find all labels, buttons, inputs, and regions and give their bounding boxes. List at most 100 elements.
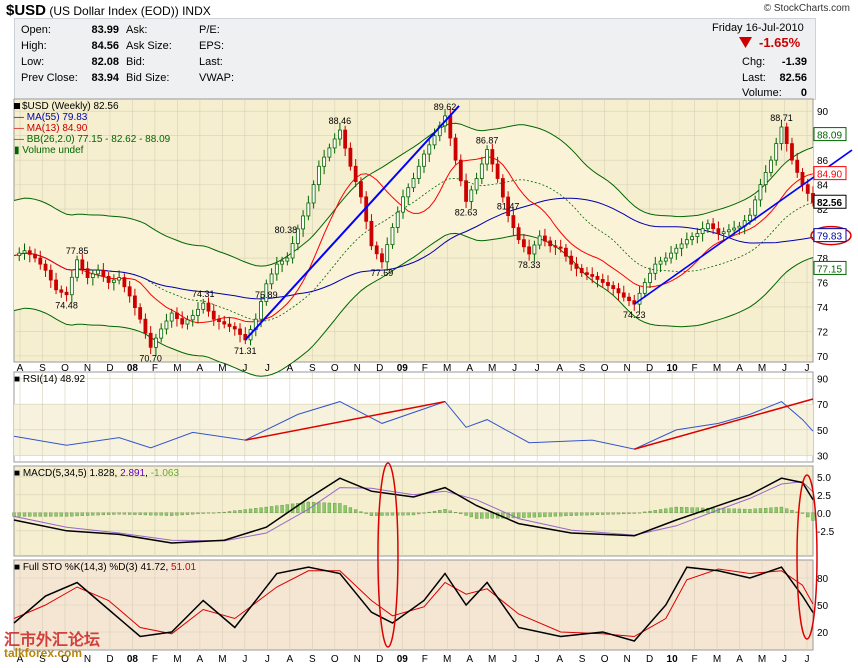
candle-body bbox=[359, 181, 363, 198]
candle-body bbox=[332, 138, 337, 149]
candle-body bbox=[674, 247, 679, 254]
macd-histogram-bar bbox=[133, 512, 137, 515]
candle-body bbox=[585, 272, 589, 275]
macd-histogram-bar bbox=[91, 512, 95, 516]
x-tick-label: 08 bbox=[127, 363, 139, 374]
x-tick-label: M bbox=[758, 654, 766, 665]
rsi-trend-line bbox=[245, 400, 446, 441]
macd-histogram-bar bbox=[432, 510, 437, 513]
x-tick-label: D bbox=[646, 363, 653, 374]
macd-histogram-bar bbox=[385, 512, 389, 516]
candle-body bbox=[527, 246, 532, 255]
right-tag-label: 77.15 bbox=[817, 264, 842, 275]
rsi-y-tick-label: 90 bbox=[817, 374, 829, 385]
price-annotation: 88.46 bbox=[329, 116, 352, 126]
candle-body bbox=[763, 171, 768, 186]
legend-swatch bbox=[14, 103, 20, 109]
candle-body bbox=[790, 143, 794, 161]
macd-histogram-bar bbox=[711, 508, 715, 513]
quote-label: Ask: bbox=[126, 24, 148, 36]
macd-histogram-bar bbox=[632, 512, 636, 514]
macd-histogram-bar bbox=[527, 512, 531, 518]
x-tick-label: F bbox=[692, 363, 698, 374]
candle-body bbox=[663, 257, 668, 262]
x-tick-label: A bbox=[556, 363, 563, 374]
x-tick-label: M bbox=[488, 654, 496, 665]
x-tick-label: J bbox=[265, 363, 270, 374]
quote-panel: Open: 83.99 High: 84.56 Low: 82.08 Prev … bbox=[14, 18, 816, 100]
candle-body bbox=[648, 272, 652, 283]
x-tick-label: N bbox=[354, 654, 361, 665]
quote-label: Low: bbox=[21, 56, 45, 68]
macd-histogram-bar bbox=[12, 512, 16, 517]
x-tick-label: A bbox=[197, 363, 204, 374]
legend-bb-text: BB(26,2.0) 77.15 - 82.62 - 88.09 bbox=[26, 134, 171, 145]
sto-y-tick-label: 50 bbox=[817, 601, 829, 612]
x-tick-label: J bbox=[535, 654, 540, 665]
macd-histogram-bar bbox=[80, 512, 84, 516]
x-tick-label: A bbox=[466, 363, 473, 374]
price-annotation: 78.33 bbox=[518, 260, 541, 270]
candle-body bbox=[322, 156, 327, 167]
candle-body bbox=[653, 263, 658, 274]
macd-histogram-bar bbox=[585, 512, 589, 516]
candle-body bbox=[148, 332, 153, 348]
candle-body bbox=[621, 292, 626, 298]
candle-body bbox=[127, 286, 132, 297]
candle-body bbox=[658, 260, 663, 265]
macd-histogram-bar bbox=[658, 509, 663, 513]
macd-histogram-bar bbox=[175, 512, 179, 516]
macd-histogram-bar bbox=[264, 506, 268, 513]
x-tick-label: F bbox=[692, 654, 698, 665]
highlight-ellipse bbox=[796, 474, 818, 640]
x-tick-label: N bbox=[623, 363, 630, 374]
macd-histogram-bar bbox=[674, 506, 678, 513]
candle-body bbox=[285, 257, 290, 262]
macd-histogram-bar bbox=[553, 512, 558, 517]
x-tick-label: A bbox=[286, 654, 293, 665]
candle-body bbox=[75, 259, 79, 278]
macd-histogram-bar bbox=[269, 506, 274, 513]
candle-body bbox=[737, 225, 742, 229]
macd-histogram-bar bbox=[254, 508, 258, 513]
candle-body bbox=[280, 260, 284, 265]
sto-k-line bbox=[13, 566, 814, 642]
price-annotation: 82.63 bbox=[455, 207, 478, 217]
candle-body bbox=[516, 227, 521, 241]
candle-body bbox=[521, 239, 526, 248]
macd-histogram-bar bbox=[811, 512, 815, 521]
legend-ma13: — MA(13) 84.90 bbox=[14, 123, 88, 134]
macd-histogram-bar bbox=[348, 507, 353, 513]
x-tick-label: 09 bbox=[397, 363, 409, 374]
candle-body bbox=[779, 126, 784, 144]
candle-body bbox=[669, 252, 673, 259]
legend-sto-v1: 41.72 bbox=[140, 562, 166, 573]
x-tick-label: O bbox=[601, 654, 609, 665]
x-tick-label: N bbox=[623, 654, 630, 665]
legend-price-text: $USD (Weekly) 82.56 bbox=[22, 101, 119, 112]
macd-histogram-bar bbox=[595, 512, 600, 515]
macd-histogram-bar bbox=[354, 509, 358, 513]
macd-histogram-bar bbox=[538, 512, 542, 518]
macd-histogram-bar bbox=[369, 512, 374, 516]
quote-label: Bid: bbox=[126, 56, 145, 68]
legend-macd: ■ MACD(5,34,5) 1.828, 2.891, -1.063 bbox=[14, 468, 180, 479]
macd-histogram-bar bbox=[758, 508, 763, 513]
macd-histogram-bar bbox=[480, 512, 484, 519]
quote-chg-value: -1.39 bbox=[781, 56, 807, 68]
macd-histogram-bar bbox=[311, 502, 316, 513]
macd-histogram-bar bbox=[227, 511, 232, 513]
legend-ma55: — MA(55) 79.83 bbox=[14, 112, 88, 123]
macd-histogram-bar bbox=[453, 512, 458, 513]
macd-histogram-bar bbox=[669, 507, 673, 513]
macd-histogram-bar bbox=[732, 508, 736, 513]
candle-body bbox=[38, 257, 43, 265]
candle-body bbox=[753, 199, 758, 216]
exchange-label: INDX bbox=[182, 4, 211, 18]
x-tick-label: F bbox=[152, 654, 158, 665]
right-value-tag: 79.83 bbox=[813, 228, 847, 243]
macd-histogram-bar bbox=[653, 510, 657, 513]
quote-label: Ask Size: bbox=[126, 40, 172, 52]
rsi-line bbox=[13, 401, 814, 450]
